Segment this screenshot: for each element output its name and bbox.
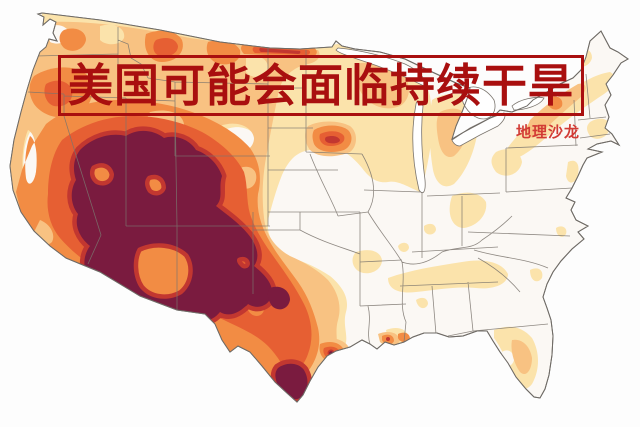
drought-blob: [526, 83, 586, 138]
drought-blob: [325, 136, 340, 144]
drought-blob: [424, 223, 436, 235]
drought-blob: [59, 28, 86, 51]
drought-blob: [388, 260, 508, 293]
drought-blob: [206, 40, 241, 65]
drought-blob: [275, 363, 308, 400]
drought-blob: [416, 297, 428, 309]
headline-banner: 美国可能会面临持续干旱: [58, 55, 584, 116]
drought-blob: [566, 160, 579, 183]
drought-blob: [587, 118, 610, 139]
drought-blob: [449, 192, 487, 228]
drought-blob: [354, 62, 409, 109]
drought-blob: [242, 300, 248, 306]
drought-blob: [503, 72, 615, 160]
us-outline: [9, 12, 629, 403]
drought-blob: [153, 38, 178, 57]
lake-ontario: [511, 97, 545, 111]
drought-blob: [530, 268, 543, 282]
drought-blob: [386, 337, 390, 341]
drought-blob: [398, 242, 409, 252]
watermark-text: 地理沙龙: [516, 124, 581, 141]
drought-blob: [259, 48, 301, 54]
drought-blob: [548, 96, 563, 110]
headline-text: 美国可能会面临持续干旱: [67, 60, 574, 111]
drought-blob: [267, 286, 290, 310]
drought-blob: [556, 226, 567, 237]
drought-blob: [511, 339, 532, 375]
lake-michigan: [412, 100, 426, 194]
